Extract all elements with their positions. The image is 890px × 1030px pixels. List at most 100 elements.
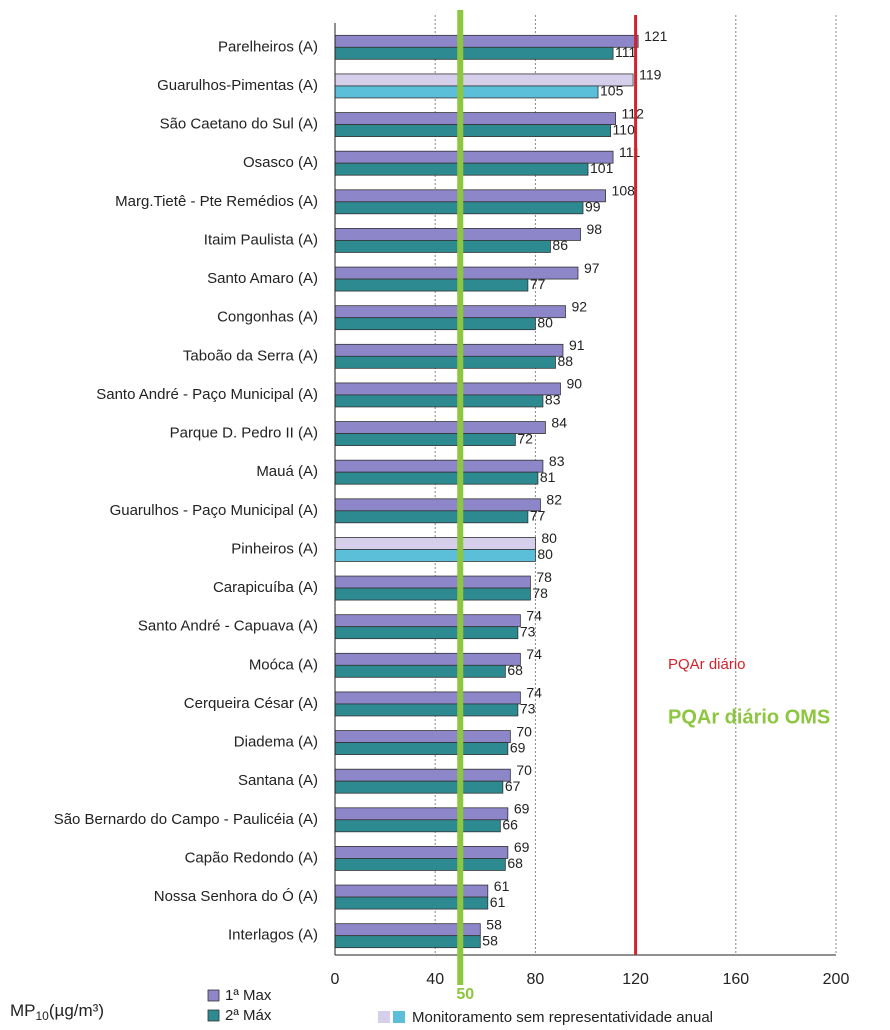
legend-label: 2ª Máx (225, 1007, 272, 1024)
bar (334, 278, 529, 292)
category-label: Nossa Senhora do Ó (A) (154, 888, 318, 905)
value-label: 73 (520, 623, 536, 639)
bar (334, 819, 501, 833)
x-tick-label: 80 (527, 971, 545, 988)
legend-label: 1ª Max (225, 987, 272, 1004)
value-label: 73 (520, 701, 536, 717)
legend-swatch (207, 989, 220, 1002)
bar (334, 587, 531, 601)
value-label: 91 (569, 337, 585, 353)
bar (334, 664, 506, 678)
value-label: 74 (526, 685, 542, 701)
bar (334, 355, 556, 369)
value-label: 80 (541, 530, 557, 546)
x-tick-label: 200 (823, 971, 850, 988)
value-label: 119 (639, 67, 662, 83)
category-label: Interlagos (A) (228, 927, 318, 944)
x-tick-label: 0 (331, 971, 340, 988)
value-label: 98 (586, 221, 602, 237)
x-tick-label: 120 (622, 971, 649, 988)
note-swatch (378, 1011, 390, 1023)
value-label: 90 (566, 376, 582, 392)
note-label: Monitoramento sem representatividade anu… (412, 1009, 713, 1026)
category-label: Carapicuíba (A) (213, 579, 318, 596)
bar (334, 46, 614, 60)
value-label: 101 (590, 160, 614, 176)
category-label: Itaim Paulista (A) (204, 231, 318, 248)
category-label: Santo André - Paço Municipal (A) (96, 386, 318, 403)
category-label: Guarulhos-Pimentas (A) (157, 77, 318, 94)
value-label: 58 (486, 916, 502, 932)
bar (334, 703, 519, 717)
category-label: Guarulhos - Paço Municipal (A) (110, 502, 318, 519)
bar (334, 305, 566, 319)
bar (334, 189, 606, 203)
bar (334, 549, 536, 562)
value-label: 83 (549, 453, 565, 469)
category-label: Parque D. Pedro II (A) (170, 425, 318, 442)
category-label: Pinheiros (A) (231, 540, 318, 557)
value-label: 80 (537, 546, 553, 562)
value-label: 58 (482, 932, 498, 948)
unit-main: MP (10, 1001, 36, 1020)
value-label: 112 (622, 105, 645, 121)
bar (334, 510, 529, 524)
bar (334, 112, 616, 125)
value-label: 77 (530, 276, 546, 292)
value-label: 92 (571, 298, 587, 314)
value-label: 74 (526, 646, 542, 662)
unit-label: MP10(µg/m³) (10, 1001, 104, 1023)
category-label: Osasco (A) (243, 154, 318, 171)
x-tick-label: 160 (722, 971, 749, 988)
value-label: 111 (615, 44, 636, 60)
category-label: São Caetano do Sul (A) (160, 116, 318, 133)
value-label: 69 (510, 739, 526, 755)
value-label: 66 (502, 817, 518, 833)
value-label: 77 (530, 508, 546, 524)
value-label: 99 (585, 199, 601, 215)
category-label: Santo André - Capuava (A) (138, 618, 318, 635)
value-label: 61 (490, 894, 506, 910)
value-label: 72 (517, 430, 533, 446)
value-label: 82 (546, 492, 562, 508)
note-swatch (393, 1011, 405, 1023)
value-label: 69 (514, 801, 530, 817)
category-label: Cerqueira César (A) (184, 695, 318, 712)
bar (334, 85, 599, 99)
bar (334, 150, 614, 164)
reference-label: PQAr diário (668, 656, 746, 673)
bar (334, 124, 611, 137)
category-label: Capão Redondo (A) (185, 849, 318, 866)
category-label: Taboão da Serra (A) (183, 347, 318, 364)
bar (334, 730, 511, 743)
value-label: 61 (494, 878, 510, 894)
category-label: Diadema (A) (234, 734, 318, 751)
bar (334, 768, 511, 782)
bar (334, 382, 561, 396)
value-label: 105 (600, 83, 624, 99)
value-label: 69 (514, 839, 530, 855)
bar (334, 34, 639, 48)
bar (334, 742, 509, 755)
legend-swatch (207, 1009, 220, 1022)
bar (334, 575, 531, 589)
value-label: 108 (612, 183, 636, 199)
value-label: 86 (552, 237, 568, 253)
bar (334, 394, 544, 408)
value-label: 70 (516, 762, 532, 778)
value-label: 78 (536, 569, 552, 585)
bar (334, 471, 539, 485)
category-label: Santana (A) (238, 772, 318, 789)
bar (334, 652, 521, 666)
bar (334, 614, 521, 628)
bar (334, 846, 509, 859)
bar (334, 421, 546, 434)
value-label: 83 (545, 392, 561, 408)
value-label: 70 (516, 723, 532, 739)
value-label: 78 (532, 585, 548, 601)
reference-value: 50 (456, 986, 474, 1003)
value-label: 110 (613, 121, 636, 137)
bar (334, 317, 536, 331)
bar (334, 459, 544, 473)
